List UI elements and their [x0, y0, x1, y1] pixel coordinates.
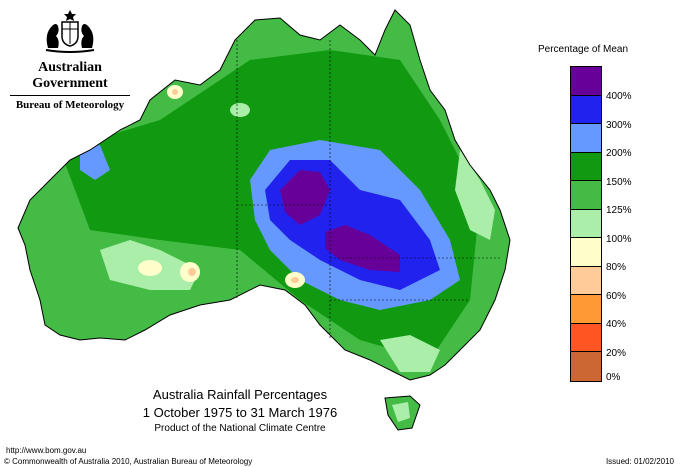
- legend-band: [571, 323, 601, 353]
- legend-band: [571, 238, 601, 267]
- legend-label: 80%: [606, 262, 627, 273]
- legend-label: 300%: [606, 120, 632, 131]
- coat-of-arms-logo: [45, 10, 95, 53]
- issued-date: Issued: 01/02/2010: [605, 457, 674, 466]
- legend-label: 125%: [606, 205, 632, 216]
- legend-label: 20%: [606, 348, 627, 359]
- legend-band: [571, 152, 601, 182]
- legend-label: 150%: [606, 177, 632, 188]
- legend-label: 100%: [606, 234, 632, 245]
- state-borders: [236, 40, 500, 340]
- legend-band: [571, 352, 601, 381]
- website-url: http://www.bom.gov.au: [6, 446, 87, 455]
- map-period: 1 October 1975 to 31 March 1976: [142, 405, 338, 420]
- legend-label: 200%: [606, 148, 632, 159]
- legend-label: 60%: [606, 291, 627, 302]
- legend-band: [571, 266, 601, 296]
- legend-label: 0%: [606, 372, 621, 383]
- copyright-notice: © Commonwealth of Australia 2010, Austra…: [4, 457, 253, 466]
- legend-title: Percentage of Mean: [538, 44, 629, 55]
- legend-label: 40%: [606, 319, 627, 330]
- bureau-name: Bureau of Meteorology: [15, 99, 125, 111]
- legend-band: [571, 67, 601, 96]
- legend-color-scale: [570, 66, 602, 382]
- government-branding: Australian Government Bureau of Meteorol…: [10, 60, 130, 111]
- legend-band: [571, 95, 601, 125]
- map-producer: Product of the National Climate Centre: [154, 423, 326, 434]
- legend-label: 400%: [606, 91, 632, 102]
- government-name: Australian Government: [32, 60, 108, 91]
- map-title: Australia Rainfall Percentages: [152, 387, 328, 402]
- legend-band: [571, 295, 601, 324]
- legend-band: [571, 124, 601, 153]
- legend-band: [571, 181, 601, 210]
- legend-band: [571, 209, 601, 239]
